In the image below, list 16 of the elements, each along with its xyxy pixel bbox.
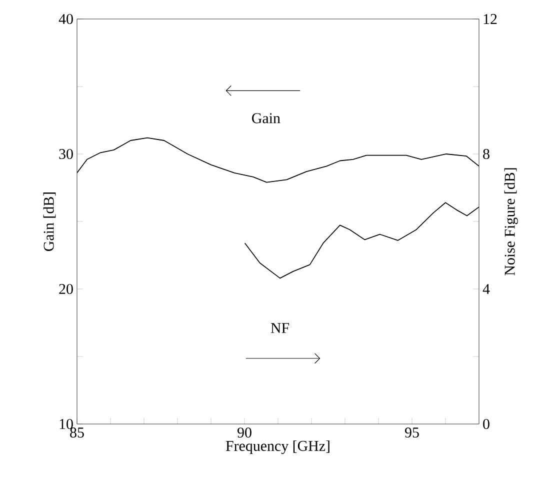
x-tick-label: 95: [405, 428, 419, 438]
x-axis-title: Frequency [GHz]: [226, 440, 330, 454]
annotation: Gain: [252, 113, 280, 124]
x-tick-label: 90: [238, 428, 252, 438]
y2-axis-title: Noise Figure [dB]: [504, 168, 518, 276]
y-tick-label: 40: [58, 14, 73, 24]
y-axis-title: Gain [dB]: [43, 192, 56, 251]
y2-tick-label: 0: [483, 418, 490, 430]
y-tick-label: 30: [59, 148, 73, 160]
annotation: NF: [270, 323, 290, 333]
y2-tick-label: 8: [483, 148, 490, 160]
y-tick-label: 10: [60, 418, 73, 430]
y2-tick-label: 12: [484, 14, 497, 24]
x-tick-label: 85: [70, 428, 84, 438]
y-tick-label: 20: [59, 284, 73, 294]
y2-tick-label: 4: [482, 284, 490, 294]
